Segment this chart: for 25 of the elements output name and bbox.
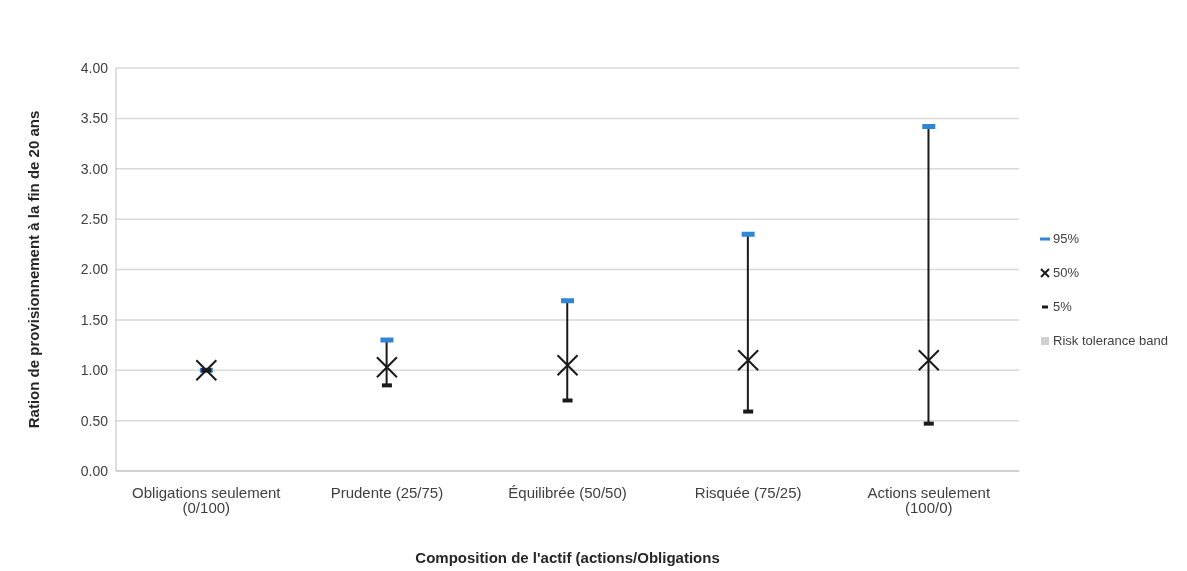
y-tick-label: 3.00 <box>80 160 109 177</box>
legend-label: 5% <box>1053 299 1072 314</box>
y-tick-label: 1.00 <box>80 362 109 379</box>
y-tick-label: 3.50 <box>80 110 109 127</box>
x-tick-label: Équilibrée (50/50) <box>508 483 627 501</box>
x-axis-title: Composition de l'actif (actions/Obligations <box>415 549 720 566</box>
y-tick-label: 0.00 <box>80 462 109 479</box>
y-tick-label: 1.50 <box>80 311 109 328</box>
x-tick-label: Risquée (75/25) <box>694 483 802 501</box>
point <box>375 356 398 379</box>
legend-label: Risk tolerance band <box>1053 333 1168 348</box>
point <box>737 349 760 372</box>
x-tick-label: Prudente (25/75) <box>330 483 444 501</box>
legend-label: 95% <box>1053 231 1080 246</box>
x-tick-label: Obligations seulement (0/100) <box>132 483 282 516</box>
y-tick-label: 2.50 <box>80 211 109 228</box>
y-tick-label: 2.00 <box>80 261 109 278</box>
y-axis-title: Ration de provisionnement à la fin de 20 ans <box>25 110 43 429</box>
point <box>917 349 940 372</box>
x-tick-label: Actions seulement (100/0) <box>867 483 991 516</box>
point <box>195 359 218 382</box>
y-tick-label: 4.00 <box>80 59 109 76</box>
y-tick-label: 0.50 <box>80 412 109 429</box>
point <box>556 354 579 377</box>
legend-label: 50% <box>1053 265 1080 280</box>
